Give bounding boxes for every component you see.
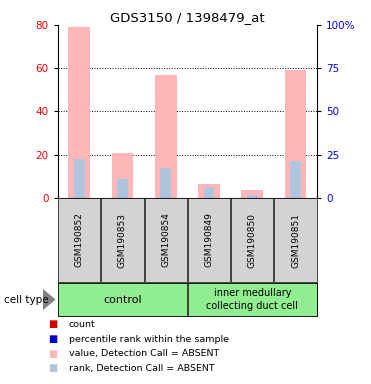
Bar	[275, 198, 317, 282]
Text: rank, Detection Call = ABSENT: rank, Detection Call = ABSENT	[69, 364, 214, 373]
Bar	[231, 198, 273, 282]
Polygon shape	[43, 289, 56, 310]
Bar	[188, 198, 230, 282]
Bar	[117, 179, 128, 198]
Text: cell type: cell type	[4, 295, 48, 305]
Bar	[112, 154, 133, 198]
Title: GDS3150 / 1398479_at: GDS3150 / 1398479_at	[110, 11, 265, 24]
Text: inner medullary
collecting duct cell: inner medullary collecting duct cell	[206, 288, 298, 311]
Bar	[74, 159, 85, 198]
Text: percentile rank within the sample: percentile rank within the sample	[69, 334, 229, 344]
Bar	[101, 198, 144, 282]
Bar	[145, 198, 187, 282]
Text: count: count	[69, 320, 95, 329]
Text: GSM190854: GSM190854	[161, 213, 170, 267]
Text: GSM190849: GSM190849	[204, 213, 213, 267]
Text: GSM190851: GSM190851	[291, 212, 300, 268]
Text: control: control	[103, 295, 142, 305]
Bar	[160, 167, 171, 198]
Bar	[247, 195, 258, 198]
Text: GSM190852: GSM190852	[75, 213, 83, 267]
Bar	[290, 161, 301, 198]
Text: ■: ■	[48, 334, 58, 344]
Bar	[198, 184, 220, 198]
Text: ■: ■	[48, 363, 58, 373]
Bar	[58, 283, 187, 316]
Bar	[68, 27, 90, 198]
Text: GSM190853: GSM190853	[118, 212, 127, 268]
Bar	[204, 187, 214, 198]
Bar	[58, 198, 100, 282]
Text: ■: ■	[48, 319, 58, 329]
Bar	[188, 283, 317, 316]
Text: value, Detection Call = ABSENT: value, Detection Call = ABSENT	[69, 349, 219, 358]
Text: ■: ■	[48, 349, 58, 359]
Text: GSM190850: GSM190850	[248, 212, 257, 268]
Bar	[242, 190, 263, 198]
Bar	[155, 74, 177, 198]
Bar	[285, 70, 306, 198]
